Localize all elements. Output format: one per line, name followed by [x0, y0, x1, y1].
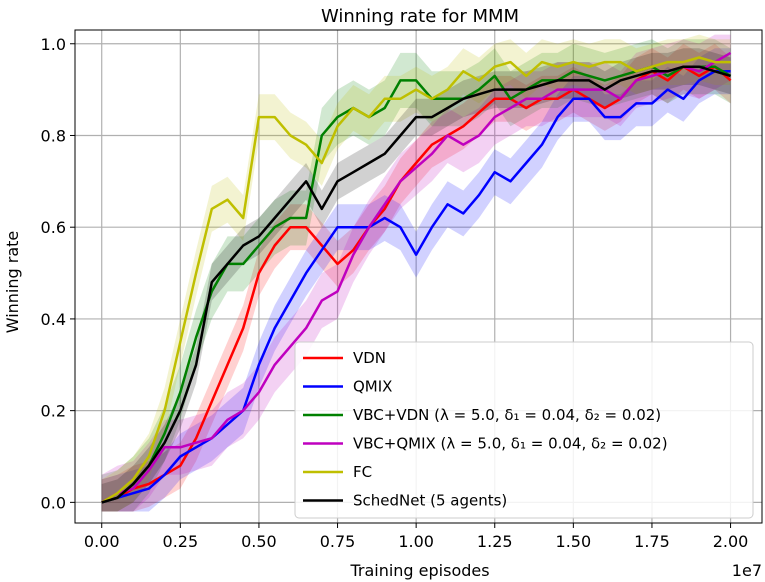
- y-tick-label: 0.0: [41, 493, 66, 512]
- y-tick-label: 1.0: [41, 35, 66, 54]
- x-tick-label: 0.00: [84, 532, 120, 551]
- confidence-band-4: [101, 34, 731, 512]
- x-tick-label: 0.75: [320, 532, 356, 551]
- series-line-1: [101, 70, 731, 504]
- x-tick-label: 0.25: [163, 532, 199, 551]
- legend-label-1: QMIX: [353, 378, 392, 396]
- series-line-3: [101, 51, 732, 504]
- confidence-band-5: [101, 48, 731, 512]
- legend-label-3: VBC+QMIX (λ = 5.0, δ₁ = 0.04, δ₂ = 0.02): [353, 435, 668, 453]
- x-tick-label: 1.75: [634, 532, 670, 551]
- legend-label-4: FC: [353, 463, 372, 481]
- legend-label-2: VBC+VDN (λ = 5.0, δ₁ = 0.04, δ₂ = 0.02): [353, 406, 661, 424]
- series-line-5: [101, 65, 731, 504]
- confidence-band-1: [101, 48, 731, 512]
- legend-label-0: VDN: [353, 349, 386, 367]
- plot-frame: [74, 29, 763, 524]
- x-offset-text: 1e7: [732, 561, 762, 580]
- y-tick-label: 0.4: [41, 310, 66, 329]
- x-tick-label: 1.00: [398, 532, 434, 551]
- x-tick-label: 1.25: [477, 532, 513, 551]
- legend-box: [294, 341, 754, 519]
- x-tick-label: 0.50: [241, 532, 277, 551]
- chart-title: Winning rate for MMM: [321, 6, 519, 27]
- y-tick-label: 0.6: [41, 218, 66, 237]
- series-lines: [101, 51, 732, 504]
- y-tick-label: 0.8: [41, 126, 66, 145]
- legend: VDN QMIX VBC+VDN (λ = 5.0, δ₁ = 0.04, δ₂ =…: [294, 341, 754, 519]
- x-axis-label: Training episodes: [349, 561, 489, 580]
- confidence-band-2: [101, 39, 731, 512]
- x-tick-label: 2.00: [713, 532, 749, 551]
- y-axis-ticks: 0.0 0.2 0.4 0.6 0.8 1.0: [41, 35, 75, 512]
- y-axis-label: Winning rate: [3, 231, 22, 334]
- x-axis-ticks: 0.00 0.25 0.50 0.75 1.00 1.25 1.50 1.75 2.00: [84, 523, 748, 551]
- x-tick-label: 1.50: [556, 532, 592, 551]
- series-line-4: [101, 56, 731, 504]
- legend-label-5: SchedNet (5 agents): [353, 492, 507, 510]
- y-tick-label: 0.2: [41, 402, 66, 421]
